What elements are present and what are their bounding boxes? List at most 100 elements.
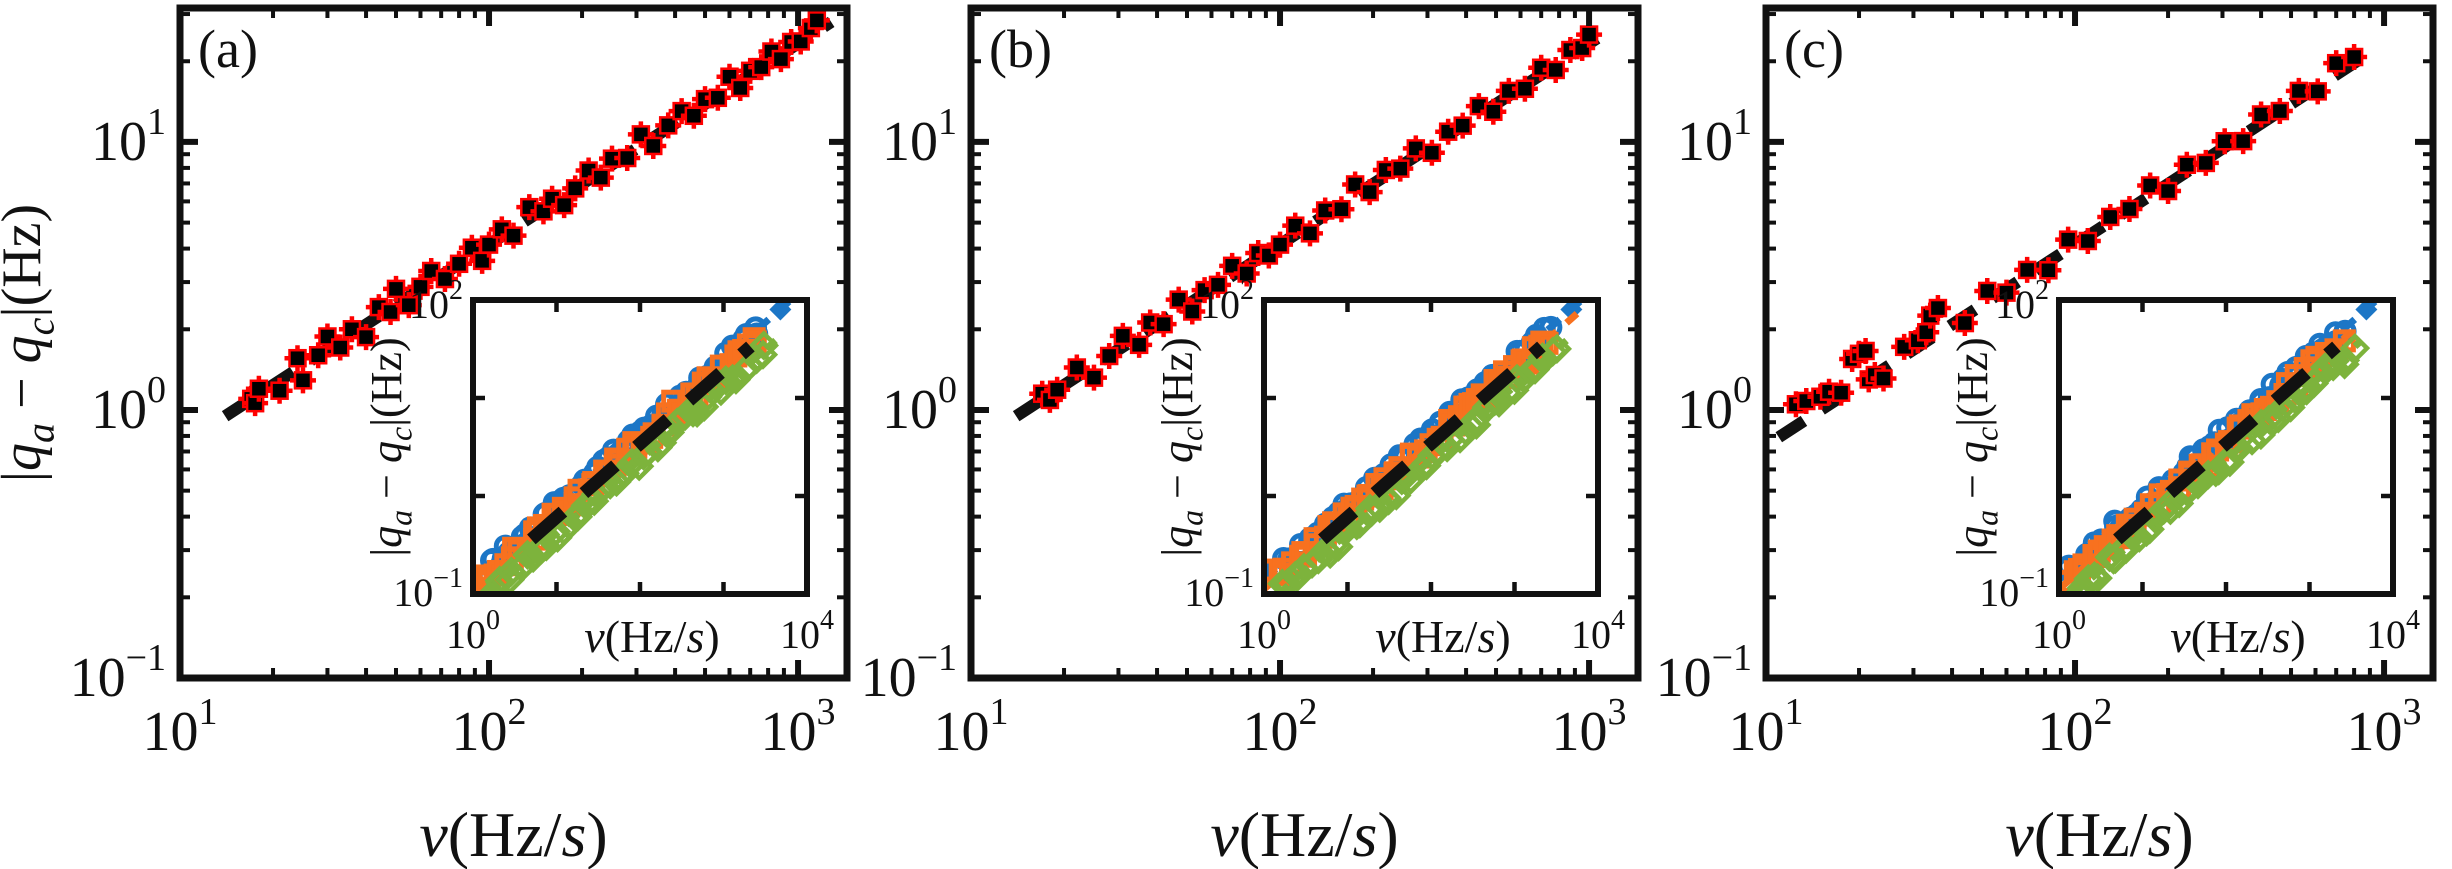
diamond-marker-icon — [2209, 447, 2240, 478]
inset-axes — [470, 297, 810, 597]
square-marker-icon — [1831, 383, 1851, 402]
diamond-marker-icon — [2073, 563, 2104, 594]
square-marker-icon — [2308, 82, 2327, 101]
data-point — [587, 164, 614, 191]
y-tick-label: 101 — [1677, 101, 1752, 173]
diamond-marker-icon — [522, 535, 553, 566]
data-point — [1542, 56, 1569, 83]
black-dashed-guide — [1318, 341, 1546, 545]
square-marker-icon — [1047, 380, 1067, 399]
axes-frame — [1762, 4, 2437, 682]
square-marker-icon — [1154, 314, 1173, 334]
data-point — [2192, 149, 2219, 176]
y-tick-label: 100 — [91, 369, 166, 441]
square-marker-icon — [2120, 199, 2139, 219]
inset-x-tick-label: 100 — [446, 605, 500, 657]
data-point — [1356, 179, 1383, 206]
y-tick-label: 100 — [1677, 369, 1752, 441]
data-point — [446, 250, 473, 277]
data-point — [1126, 331, 1153, 358]
data-point — [2341, 44, 2368, 71]
square-marker-icon — [1546, 60, 1565, 80]
diamond-marker-icon — [1541, 333, 1573, 365]
square-marker-icon — [2100, 207, 2120, 227]
data-point — [2248, 101, 2275, 128]
main-axes — [1762, 4, 2437, 682]
data-point — [418, 257, 445, 284]
inset-series — [2059, 300, 2383, 594]
square-marker-icon — [684, 106, 704, 126]
data-point — [2074, 227, 2101, 254]
square-marker-icon — [330, 338, 350, 357]
data-point — [655, 112, 682, 139]
inset-x-tick-label: 104 — [1571, 605, 1625, 657]
data-point — [383, 275, 410, 302]
axes-frame — [967, 4, 1642, 682]
x-tick-label: 101 — [1729, 691, 1804, 763]
main-points — [238, 7, 830, 417]
diamond-marker-icon — [1272, 568, 1303, 594]
data-point — [266, 377, 293, 404]
square-marker-icon — [449, 254, 469, 274]
square-marker-icon — [658, 116, 678, 135]
data-point — [1150, 311, 1177, 338]
inset-y-tick-label: 102 — [409, 275, 463, 327]
data-point — [2097, 203, 2124, 230]
diamond-marker-icon — [748, 330, 780, 361]
square-marker-icon — [1067, 358, 1087, 377]
square-marker-icon — [644, 136, 663, 156]
data-point — [748, 54, 775, 81]
data-point — [1312, 197, 1339, 224]
y-tick-label: 101 — [91, 101, 166, 173]
square-marker-icon — [2233, 131, 2253, 151]
data-point — [2137, 172, 2164, 199]
square-marker-icon — [771, 49, 791, 69]
square-marker-icon — [1099, 346, 1119, 366]
panel-label-a: (a) — [198, 19, 258, 79]
square-marker-icon — [1997, 283, 2016, 302]
square-marker-icon — [356, 327, 376, 347]
inset-x-tick-label: 104 — [780, 605, 834, 657]
x-tick-label: 101 — [934, 691, 1009, 763]
data-point — [488, 216, 515, 243]
black-dashed-guide — [527, 341, 755, 545]
x-axis-title: v(Hz/s) — [2005, 799, 2193, 869]
data-point — [2211, 128, 2238, 155]
diamond-marker-icon — [2155, 494, 2186, 526]
data-point — [1480, 98, 1507, 125]
square-marker-icon — [1391, 159, 1410, 178]
inset-x-axis-title: v(Hz/s) — [584, 611, 719, 662]
data-point — [614, 145, 641, 172]
data-point — [1063, 354, 1090, 381]
square-marker-icon — [1300, 224, 1320, 243]
x-tick-label: 103 — [1552, 691, 1627, 763]
inset-y-axis-title: |qa − qc|(Hz) — [1948, 337, 2005, 556]
end-diamond-icon — [2355, 300, 2378, 321]
square-marker-icon — [1183, 302, 1202, 321]
diamond-marker-icon — [2339, 332, 2371, 364]
diamond-marker-icon — [2203, 455, 2234, 486]
square-marker-icon — [381, 302, 400, 322]
data-point — [1080, 364, 1107, 391]
inset-x-tick-label: 100 — [2032, 605, 2086, 657]
data-point — [704, 84, 731, 111]
data-point — [1951, 310, 1978, 337]
inset: 100 104 10−1 102 v(Hz/s) |qa − qc|(Hz) — [1153, 275, 1625, 662]
x-tick-label: 103 — [761, 691, 836, 763]
data-point — [305, 342, 332, 369]
data-point — [727, 74, 754, 101]
square-marker-icon — [2039, 261, 2058, 280]
main-points — [1029, 21, 1603, 413]
data-point — [2323, 50, 2350, 77]
data-point — [1870, 365, 1897, 392]
x-tick-label: 101 — [143, 691, 218, 763]
main-axes — [176, 4, 851, 682]
data-point — [1828, 379, 1855, 406]
square-marker-icon — [708, 88, 728, 108]
square-marker-icon — [2140, 176, 2160, 195]
square-marker-icon — [308, 346, 328, 365]
square-marker-icon — [807, 11, 827, 30]
